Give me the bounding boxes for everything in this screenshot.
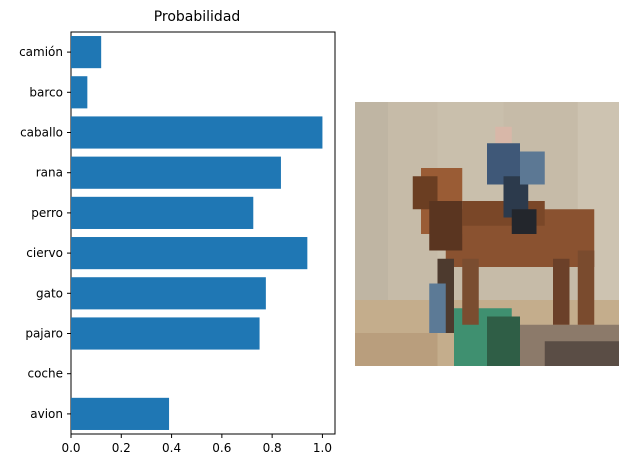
bar-avion bbox=[71, 397, 170, 430]
y-tick-label: camión bbox=[19, 45, 63, 59]
y-tick-label: gato bbox=[36, 286, 63, 300]
bar-camión bbox=[71, 36, 102, 69]
y-tick-label: barco bbox=[29, 85, 63, 99]
y-tick-label: rana bbox=[36, 166, 63, 180]
bar-gato bbox=[71, 277, 266, 310]
x-tick-label: 0.4 bbox=[162, 441, 181, 455]
chart-title: Probabilidad bbox=[154, 9, 241, 25]
bar-ciervo bbox=[71, 237, 308, 270]
y-tick-label: avion bbox=[30, 407, 63, 421]
bar-barco bbox=[71, 76, 88, 109]
y-tick-label: ciervo bbox=[26, 246, 63, 260]
bar-caballo bbox=[71, 116, 323, 149]
y-tick-label: coche bbox=[27, 367, 63, 381]
bar-rana bbox=[71, 156, 281, 189]
x-tick-label: 0.2 bbox=[112, 441, 131, 455]
x-tick-label: 0.0 bbox=[61, 441, 80, 455]
bar-perro bbox=[71, 196, 254, 229]
x-tick-label: 0.8 bbox=[263, 441, 282, 455]
bars-group bbox=[71, 36, 323, 430]
plot-area bbox=[70, 31, 336, 435]
x-axis: 0.0 0.2 0.4 0.6 0.8 1.0 bbox=[61, 434, 332, 455]
x-tick-label: 1.0 bbox=[313, 441, 332, 455]
y-tick-label: caballo bbox=[20, 126, 63, 140]
y-tick-label: perro bbox=[31, 206, 63, 220]
x-tick-label: 0.6 bbox=[212, 441, 231, 455]
horse-with-rider-image bbox=[355, 102, 619, 366]
y-tick-label: pajaro bbox=[25, 327, 63, 341]
y-axis: avion coche pajaro gato ciervo perro rana cabal… bbox=[19, 45, 71, 421]
bar-pajaro bbox=[71, 317, 260, 350]
